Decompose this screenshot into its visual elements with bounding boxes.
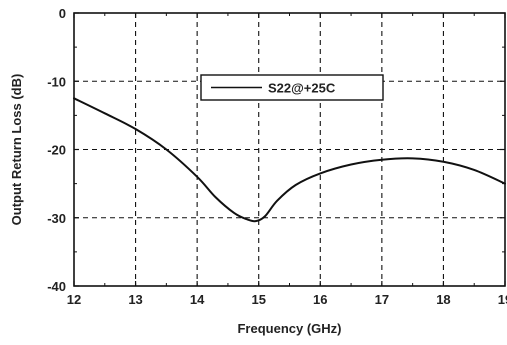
x-tick-label: 12 <box>67 292 81 307</box>
tick-labels: 12 13 14 15 16 17 18 19 0 -10 -20 -30 -40 <box>47 6 507 307</box>
legend-label-s22: S22@+25C <box>268 81 336 96</box>
series-lines <box>73 97 506 223</box>
x-tick-label: 19 <box>498 292 507 307</box>
x-tick-label: 15 <box>251 292 265 307</box>
x-tick-label: 17 <box>375 292 389 307</box>
x-tick-label: 18 <box>436 292 450 307</box>
plot-frame <box>73 12 506 287</box>
x-axis-title: Frequency (GHz) <box>237 321 341 336</box>
y-tick-label: -10 <box>47 74 66 89</box>
x-tick-label: 16 <box>313 292 327 307</box>
x-tick-label: 14 <box>190 292 205 307</box>
legend: S22@+25C <box>200 74 384 101</box>
grid-lines <box>74 13 505 286</box>
y-tick-label: -30 <box>47 211 66 226</box>
series-line-s22 <box>73 97 506 223</box>
y-tick-label: 0 <box>59 6 66 21</box>
x-tick-label: 13 <box>128 292 142 307</box>
y-tick-label: -40 <box>47 279 66 294</box>
y-axis-title: Output Return Loss (dB) <box>9 74 24 226</box>
legend-box <box>200 74 384 101</box>
y-tick-label: -20 <box>47 143 66 158</box>
